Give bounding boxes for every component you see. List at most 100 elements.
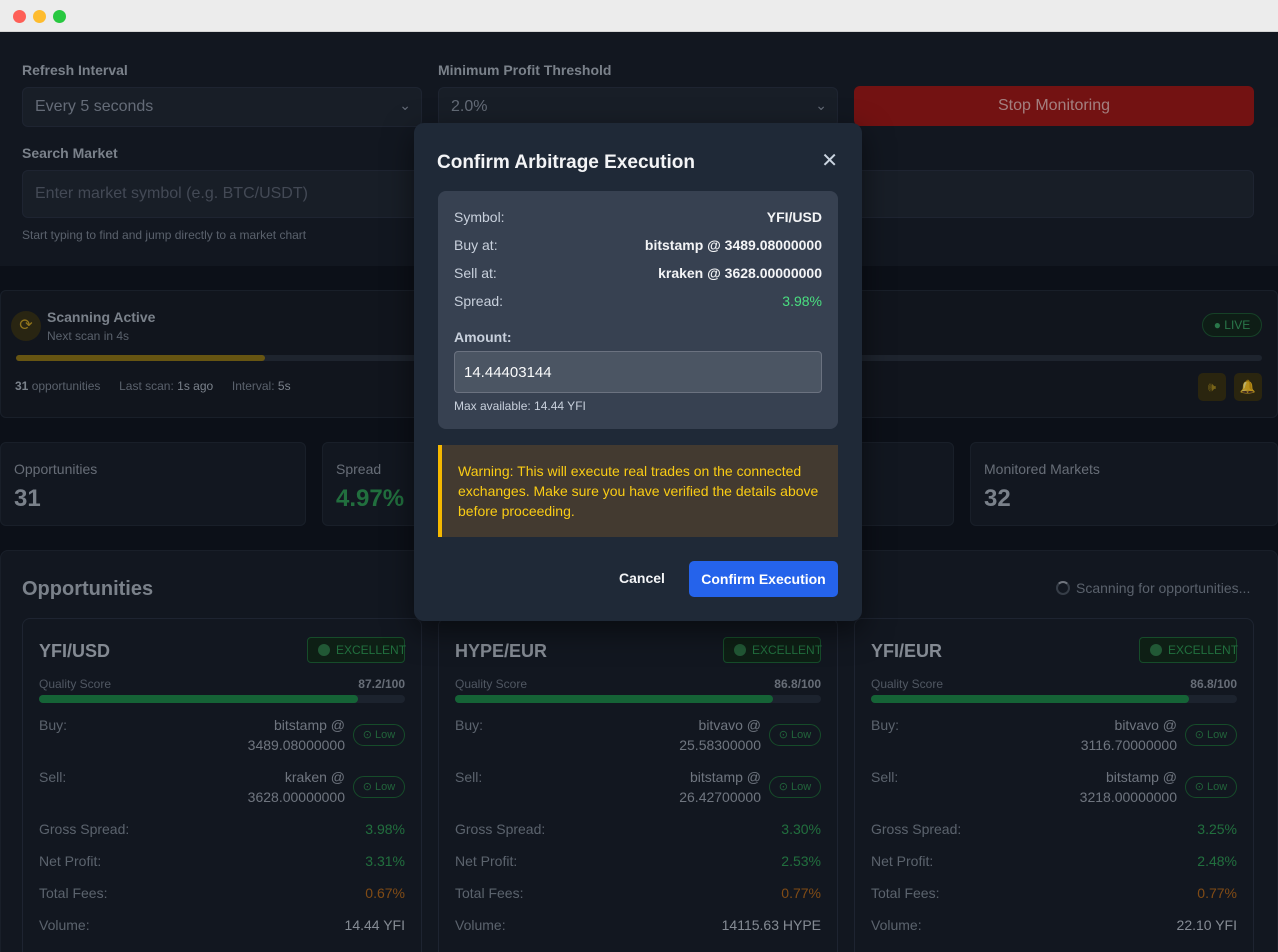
net-value: 3.31% <box>365 853 405 869</box>
card-symbol: YFI/EUR <box>871 641 943 661</box>
buy-label: Buy: <box>871 717 900 733</box>
gross-value: 3.30% <box>781 821 821 837</box>
live-badge: ● LIVE <box>1202 313 1262 337</box>
fees-row: Total Fees: 0.77% <box>871 885 1237 901</box>
status-dot-icon <box>1150 644 1162 656</box>
interval-label: Interval: <box>231 379 275 393</box>
threshold-label: Minimum Profit Threshold <box>438 62 612 78</box>
cancel-button[interactable]: Cancel <box>619 570 665 586</box>
max-available: Max available: 14.44 YFI <box>454 399 586 413</box>
badge-text: EXCELLENT <box>336 643 407 657</box>
fees-label: Total Fees: <box>871 885 940 901</box>
buy-exchange: bitvavo @ 3116.70000000 <box>1081 715 1177 755</box>
fees-row: Total Fees: 0.67% <box>39 885 405 901</box>
card-symbol: HYPE/EUR <box>455 641 548 661</box>
volume-value: 14.44 YFI <box>344 917 405 933</box>
sell-label: Sell: <box>39 769 67 785</box>
stat-monitored-markets: Monitored Markets 32 <box>970 442 1278 526</box>
refresh-interval-value: Every 5 seconds <box>35 98 154 115</box>
fees-value: 0.67% <box>365 885 405 901</box>
sell-row: Sell at: kraken @ 3628.00000000 <box>454 265 822 281</box>
buy-label: Buy: <box>455 717 484 733</box>
threshold-select[interactable]: 2.0% ⌄ <box>438 87 838 127</box>
sell-value: kraken @ 3628.00000000 <box>658 265 822 281</box>
quality-badge: EXCELLENT <box>723 637 822 663</box>
search-hint: Start typing to find and jump directly t… <box>22 228 307 242</box>
net-value: 2.53% <box>781 853 821 869</box>
opportunity-card[interactable]: YFI/USD EXCELLENT Quality Score 87.2/100 Buy… <box>22 618 422 952</box>
net-label: Net Profit: <box>871 853 934 869</box>
refresh-interval-select[interactable]: Every 5 seconds ⌄ <box>22 87 422 127</box>
buy-value: bitstamp @ 3489.08000000 <box>644 237 822 253</box>
threshold-value: 2.0% <box>451 98 488 115</box>
maximize-window-button[interactable] <box>53 10 66 23</box>
quality-bar-fill <box>455 695 773 703</box>
status-dot-icon <box>318 644 330 656</box>
window-titlebar <box>0 0 1278 32</box>
opp-label: opportunities <box>31 379 101 393</box>
opp-count: 31 <box>15 379 29 393</box>
refresh-icon: ⟳ <box>11 311 41 341</box>
volume-label: Volume: <box>455 917 506 933</box>
close-window-button[interactable] <box>13 10 26 23</box>
quality-value: 86.8/100 <box>1190 677 1237 691</box>
volume-label: Volume: <box>871 917 922 933</box>
sell-exchange: kraken @ 3628.00000000 <box>248 767 345 807</box>
risk-text: Low <box>791 729 812 741</box>
buy-risk-badge: ⊙ Low <box>1185 724 1237 746</box>
buy-exchange: bitstamp @ 3489.08000000 <box>248 715 345 755</box>
interval-value: 5s <box>277 379 291 393</box>
risk-text: Low <box>791 781 812 793</box>
buy-risk-badge: ⊙ Low <box>769 724 821 746</box>
net-label: Net Profit: <box>455 853 518 869</box>
sell-risk-badge: ⊙ Low <box>1185 776 1237 798</box>
confirm-execution-button[interactable]: Confirm Execution <box>689 561 838 597</box>
quality-badge: EXCELLENT <box>307 637 407 663</box>
volume-value: 14115.63 HYPE <box>721 917 821 933</box>
minimize-window-button[interactable] <box>33 10 46 23</box>
net-profit-row: Net Profit: 2.48% <box>871 853 1237 869</box>
search-market-label: Search Market <box>22 145 118 161</box>
badge-text: EXCELLENT <box>1168 643 1239 657</box>
risk-text: Low <box>375 729 396 741</box>
status-dot-icon <box>734 644 746 656</box>
stop-monitoring-button[interactable]: Stop Monitoring <box>854 86 1254 126</box>
bell-icon[interactable]: 🔔 <box>1234 373 1262 401</box>
buy-row: Buy at: bitstamp @ 3489.08000000 <box>454 237 822 253</box>
card-symbol: YFI/USD <box>39 641 111 661</box>
amount-input[interactable]: 14.44403144 <box>454 351 822 393</box>
buy-ex-name: bitstamp @ <box>273 717 345 733</box>
opportunity-card[interactable]: HYPE/EUR EXCELLENT Quality Score 86.8/100 Bu… <box>438 618 838 952</box>
buy-risk-badge: ⊙ Low <box>353 724 405 746</box>
buy-label: Buy: <box>39 717 68 733</box>
quality-bar <box>39 695 405 703</box>
opportunities-title: Opportunities <box>22 578 154 600</box>
scanner-stats: 31 opportunities Last scan: 1s ago Inter… <box>15 379 291 393</box>
sell-label: Sell: <box>455 769 483 785</box>
quality-badge: EXCELLENT <box>1139 637 1239 663</box>
modal-title: Confirm Arbitrage Execution <box>437 152 695 173</box>
gross-value: 3.25% <box>1197 821 1237 837</box>
gross-label: Gross Spread: <box>871 821 962 837</box>
spread-label: Spread: <box>454 293 504 309</box>
volume-value: 22.10 YFI <box>1176 917 1237 933</box>
sell-label: Sell: <box>871 769 899 785</box>
spinner-icon <box>1056 581 1070 595</box>
symbol-label: Symbol: <box>454 209 505 225</box>
volume-row: Volume: 14.44 YFI <box>39 917 405 933</box>
sell-exchange: bitstamp @ 3218.00000000 <box>1080 767 1177 807</box>
opportunity-card[interactable]: YFI/EUR EXCELLENT Quality Score 86.8/100 Buy… <box>854 618 1254 952</box>
risk-text: Low <box>1207 729 1228 741</box>
speaker-icon[interactable]: 🕪 <box>1198 373 1226 401</box>
spread-value: 3.98% <box>782 293 822 309</box>
buy-exchange: bitvavo @ 25.58300000 <box>679 715 761 755</box>
fees-value: 0.77% <box>1197 885 1237 901</box>
buy-price: 3489.08000000 <box>247 737 345 753</box>
symbol-value: YFI/USD <box>766 209 822 225</box>
amount-label: Amount: <box>454 329 512 345</box>
close-icon[interactable]: ✕ <box>821 150 838 172</box>
sell-ex-name: kraken @ <box>284 769 345 785</box>
gross-label: Gross Spread: <box>455 821 546 837</box>
confirm-modal: Confirm Arbitrage Execution ✕ Symbol: YF… <box>414 123 862 621</box>
stat-value: 31 <box>14 485 41 512</box>
